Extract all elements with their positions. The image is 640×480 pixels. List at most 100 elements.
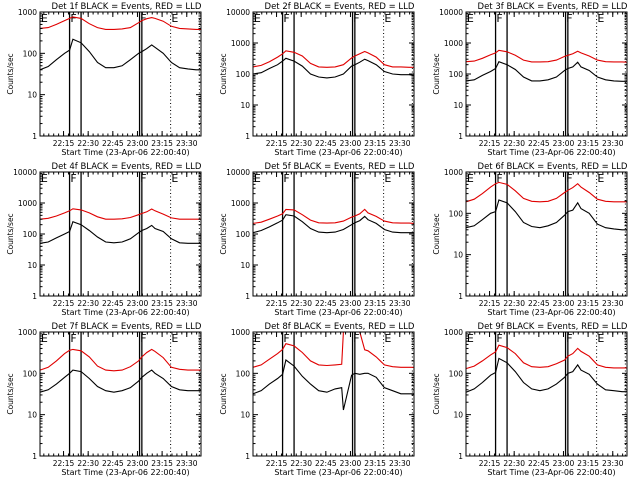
x-tick-label: 22:15 (479, 139, 501, 148)
events-series-line (39, 38, 201, 71)
x-tick-label: 23:30 (602, 139, 624, 148)
y-tick-label: 100 (236, 230, 251, 239)
plot-frame (252, 331, 415, 457)
y-tick-label: 1 (32, 452, 37, 461)
y-tick-label: 1 (245, 292, 250, 301)
y-axis-label: Counts/sec (6, 53, 15, 94)
y-tick-label: 100 (23, 49, 38, 58)
plot-frame (465, 171, 628, 297)
y-tick-label: 100 (23, 369, 38, 378)
x-tick-label: 23:30 (389, 299, 411, 308)
x-tick-label: 23:15 (364, 299, 386, 308)
panel-title: Det 4f BLACK = Events, RED = LLD (52, 162, 202, 172)
events-series-line (252, 214, 414, 234)
segment-marker-e: E (41, 12, 48, 25)
y-tick-label: 10 (240, 261, 250, 270)
y-tick-label: 1 (245, 132, 250, 141)
y-tick-label: 10 (453, 101, 463, 110)
x-tick-label: 22:45 (528, 139, 550, 148)
segment-marker-e: E (41, 172, 48, 185)
lld-series-line (252, 208, 415, 224)
y-tick-label: 100 (449, 70, 464, 79)
y-axis-label: Counts/sec (219, 53, 228, 94)
x-tick-label: 23:15 (151, 459, 173, 468)
segment-marker-e: E (467, 332, 474, 345)
y-tick-label: 1000 (231, 199, 250, 208)
x-axis-label: Start Time (23-Apr-06 22:00:40) (487, 308, 615, 317)
x-tick-label: 22:15 (479, 299, 501, 308)
segment-marker-e: E (597, 332, 604, 345)
x-tick-label: 22:45 (102, 139, 124, 148)
plot-frame (465, 331, 628, 457)
x-axis-label: Start Time (23-Apr-06 22:00:40) (61, 468, 189, 477)
y-tick-label: 1000 (231, 328, 250, 337)
y-tick-label: 10000 (226, 168, 250, 177)
x-tick-label: 22:15 (53, 299, 75, 308)
panel-title: Det 6f BLACK = Events, RED = LLD (478, 162, 628, 172)
y-tick-label: 1 (458, 292, 463, 301)
segment-marker-f: F (140, 172, 146, 185)
segment-marker-e: E (597, 172, 604, 185)
y-tick-label: 1 (458, 452, 463, 461)
x-tick-label: 22:30 (503, 459, 525, 468)
y-axis-label: Counts/sec (432, 53, 441, 94)
segment-marker-e: E (254, 12, 261, 25)
segment-marker-f: F (566, 12, 572, 25)
x-tick-label: 23:30 (602, 459, 624, 468)
x-tick-label: 23:15 (577, 299, 599, 308)
y-tick-label: 10 (27, 261, 37, 270)
segment-marker-f: F (283, 332, 289, 345)
x-tick-label: 23:15 (577, 139, 599, 148)
x-tick-label: 22:45 (102, 299, 124, 308)
y-tick-label: 1000 (444, 39, 463, 48)
events-series-line (252, 57, 415, 79)
x-tick-label: 23:00 (553, 299, 575, 308)
events-series-line (39, 220, 201, 244)
x-tick-label: 23:00 (340, 459, 362, 468)
x-tick-label: 23:30 (602, 299, 624, 308)
x-axis-label: Start Time (23-Apr-06 22:00:40) (487, 148, 615, 157)
x-tick-label: 22:15 (266, 459, 288, 468)
plot-frame (465, 11, 628, 137)
y-tick-label: 1 (458, 132, 463, 141)
y-tick-label: 1000 (18, 199, 37, 208)
x-tick-label: 22:30 (77, 139, 99, 148)
y-tick-label: 10 (27, 411, 37, 420)
y-tick-label: 100 (23, 230, 38, 239)
x-tick-label: 23:15 (364, 139, 386, 148)
x-tick-label: 22:30 (503, 299, 525, 308)
x-tick-label: 23:30 (389, 459, 411, 468)
segment-marker-f: F (283, 172, 289, 185)
x-tick-label: 22:30 (290, 459, 312, 468)
x-axis-label: Start Time (23-Apr-06 22:00:40) (274, 468, 402, 477)
x-tick-label: 23:15 (364, 459, 386, 468)
segment-marker-f: F (70, 172, 76, 185)
y-tick-label: 1 (245, 452, 250, 461)
segment-marker-e: E (171, 332, 178, 345)
plot-frame (252, 11, 415, 137)
segment-marker-e: E (384, 332, 391, 345)
events-series-line (465, 61, 627, 82)
lld-series-line (39, 16, 201, 30)
panel-title: Det 3f BLACK = Events, RED = LLD (478, 2, 628, 12)
x-tick-label: 22:15 (266, 139, 288, 148)
segment-marker-e: E (254, 332, 261, 345)
y-tick-label: 1 (32, 132, 37, 141)
x-tick-label: 23:00 (553, 459, 575, 468)
segment-marker-e: E (597, 12, 604, 25)
y-tick-label: 10 (240, 101, 250, 110)
y-tick-label: 10000 (13, 168, 37, 177)
y-tick-label: 1 (32, 292, 37, 301)
events-series-line (465, 357, 627, 393)
x-tick-label: 22:15 (53, 139, 75, 148)
x-axis-label: Start Time (23-Apr-06 22:00:40) (61, 308, 189, 317)
y-axis-label: Counts/sec (219, 213, 228, 254)
y-tick-label: 1000 (18, 8, 37, 17)
lld-series-line (39, 348, 201, 372)
y-tick-label: 1000 (444, 328, 463, 337)
